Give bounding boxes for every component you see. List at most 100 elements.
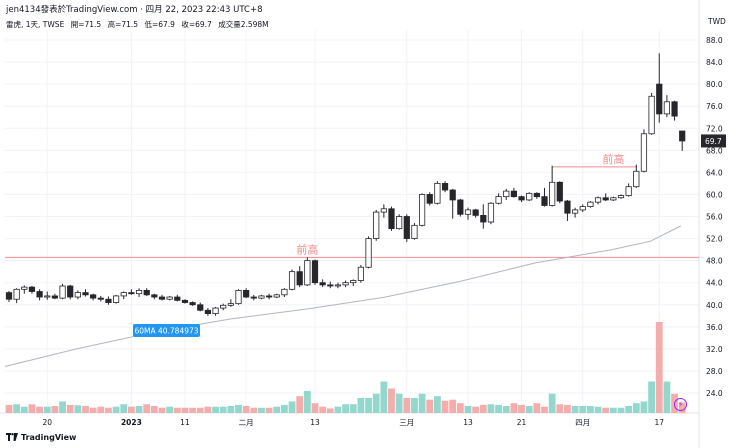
candle-body: [334, 284, 342, 287]
candle-body: [197, 304, 204, 311]
volume-bar: [411, 397, 418, 413]
candle-body: [296, 271, 303, 286]
volume-bar: [365, 397, 372, 413]
candle-body: [250, 296, 257, 299]
candle-body: [503, 190, 510, 198]
x-tick-label: 21: [517, 418, 527, 427]
volume-bar: [510, 403, 518, 413]
volume-bar: [456, 403, 464, 413]
candle-body: [143, 290, 150, 296]
candle-body: [319, 282, 326, 286]
volume-bar: [617, 407, 625, 413]
volume-bar: [380, 381, 388, 413]
volume-bar: [189, 407, 196, 413]
volume-bar: [296, 396, 304, 413]
volume-bar: [219, 406, 227, 413]
candle-body: [97, 297, 104, 300]
candle-body: [13, 288, 20, 300]
volume-bar: [342, 404, 349, 413]
candle-body: [587, 201, 594, 207]
candle-body: [281, 288, 288, 296]
candle-body: [556, 181, 563, 202]
y-tick-label: 52.0: [706, 235, 723, 244]
candle-body: [342, 282, 349, 286]
volume-bar: [349, 404, 357, 413]
y-tick-label: 72.0: [706, 124, 723, 133]
volume-bar: [495, 404, 502, 413]
ma-label-box: [133, 324, 200, 337]
volume-bar: [82, 406, 89, 413]
volume-bar: [288, 401, 296, 413]
candle-body: [396, 216, 403, 230]
candle-body: [602, 197, 609, 201]
y-tick-label: 64.0: [706, 168, 723, 177]
candle-body: [472, 209, 479, 216]
publish-info: jen4134發表於TradingView.com · 四月 22, 2023 …: [6, 5, 263, 15]
volume-bar: [602, 407, 610, 413]
volume-bar: [173, 407, 181, 413]
volume-bar: [441, 400, 449, 413]
x-tick-label: 四月: [575, 418, 590, 427]
candle-body: [51, 295, 59, 299]
candle-body: [258, 295, 265, 299]
volume-bar: [472, 406, 480, 413]
x-tick-label: 2023: [121, 418, 142, 427]
candle-body: [44, 295, 51, 298]
candle-body: [227, 303, 234, 306]
volume-bar: [609, 407, 617, 413]
volume-bar: [97, 406, 105, 413]
volume-bar: [303, 390, 311, 413]
volume-bar: [196, 407, 204, 413]
candle-body: [151, 294, 158, 298]
volume-bar: [587, 406, 594, 413]
candle-body: [388, 208, 395, 230]
tradingview-footer[interactable]: TradingView: [6, 433, 76, 442]
tradingview-logo-icon: [6, 433, 18, 441]
volume-bar: [426, 399, 434, 413]
volume-bar: [388, 388, 395, 413]
volume-bar: [533, 403, 541, 413]
volume-bar: [265, 407, 273, 413]
ma60-line: [4, 225, 682, 368]
candle-body: [74, 292, 81, 298]
symbol-label[interactable]: 雷虎, 1天, TWSE: [6, 20, 65, 29]
candle-body: [625, 186, 632, 196]
candle-body: [128, 292, 135, 295]
candle-body: [28, 286, 36, 292]
volume-bar: [648, 381, 655, 413]
volume-bar: [564, 404, 571, 413]
candle-body: [181, 299, 189, 303]
volume-bar: [625, 406, 633, 413]
flash-icon[interactable]: ⚡: [674, 398, 687, 411]
candle-body: [120, 292, 127, 297]
volume-bar: [242, 406, 250, 413]
candle-body: [59, 285, 66, 299]
volume-bar: [158, 407, 166, 413]
volume-bar: [479, 404, 487, 413]
candle-body: [327, 284, 334, 287]
volume-bar: [235, 404, 242, 413]
volume-bar: [28, 404, 36, 413]
open-value: 開=71.5: [70, 20, 102, 29]
volume-bar: [273, 406, 281, 413]
volume-bar: [334, 406, 342, 413]
candle-body: [235, 290, 242, 305]
candle-body: [273, 294, 280, 298]
volume-bar: [281, 404, 288, 413]
x-tick-label: 三月: [399, 418, 414, 427]
x-tick-label: 13: [463, 418, 473, 427]
volume-bar: [59, 401, 66, 413]
candle-body: [403, 216, 410, 239]
candle-body: [495, 196, 502, 204]
candle-body: [212, 307, 219, 314]
low-value: 低=67.9: [144, 20, 175, 29]
volume-bar: [181, 407, 189, 413]
prior-high-annotation: 前高: [602, 152, 624, 166]
candle-body: [36, 291, 43, 298]
candle-body: [311, 260, 319, 284]
volume-bar: [372, 393, 380, 413]
volume-bar: [89, 407, 97, 413]
volume-bar: [112, 406, 120, 413]
candle-body: [633, 170, 640, 188]
